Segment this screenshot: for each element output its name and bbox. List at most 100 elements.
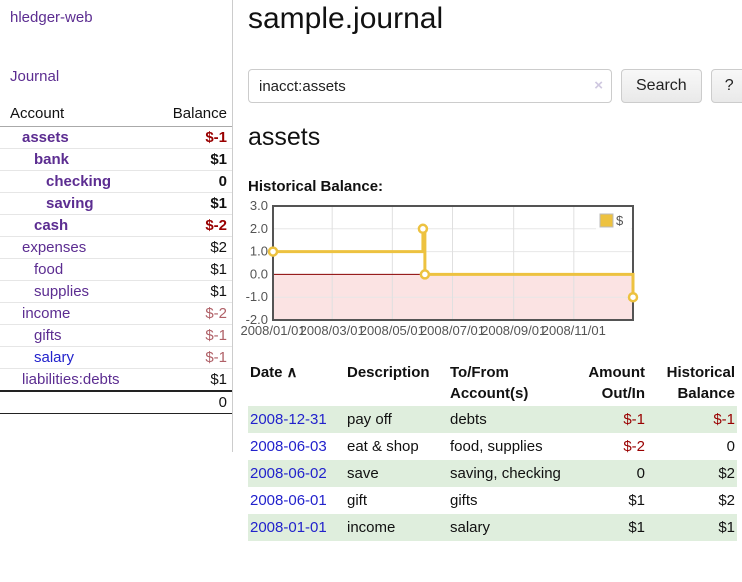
transaction-description: save bbox=[347, 465, 379, 482]
account-heading: assets bbox=[248, 123, 321, 151]
account-balance: $-1 bbox=[205, 327, 227, 344]
transaction-date-link[interactable]: 2008-06-01 bbox=[250, 492, 327, 509]
transaction-accounts: gifts bbox=[450, 492, 478, 509]
transaction-balance: $2 bbox=[718, 465, 735, 482]
transaction-amount: $-1 bbox=[623, 411, 645, 428]
transaction-balance: $2 bbox=[718, 492, 735, 509]
main-content: sample.journal × Search ? assets Histori… bbox=[240, 0, 742, 582]
data-point-marker bbox=[267, 246, 279, 257]
account-link-supplies[interactable]: supplies bbox=[34, 283, 90, 300]
transaction-balance: $-1 bbox=[713, 411, 735, 428]
account-link-salary[interactable]: salary bbox=[34, 349, 75, 366]
transaction-amount: $1 bbox=[628, 519, 645, 536]
search-box: × bbox=[248, 69, 612, 103]
account-balance: $2 bbox=[210, 239, 227, 256]
account-balance: $1 bbox=[210, 261, 227, 278]
account-link-liabilities-debts[interactable]: liabilities:debts bbox=[22, 371, 120, 388]
chart-title: Historical Balance: bbox=[248, 178, 384, 195]
account-row: salary $-1 bbox=[0, 346, 232, 368]
account-link-expenses[interactable]: expenses bbox=[22, 239, 87, 256]
data-point-marker bbox=[419, 269, 431, 280]
brand-link[interactable]: hledger-web bbox=[10, 9, 93, 26]
account-row: expenses $2 bbox=[0, 236, 232, 258]
account-row: income $-2 bbox=[0, 302, 232, 324]
account-balance: $-1 bbox=[205, 349, 227, 366]
transaction-description: income bbox=[347, 519, 396, 536]
transaction-date-link[interactable]: 2008-12-31 bbox=[250, 411, 327, 428]
sidebar: hledger-web Journal Account Balance asse… bbox=[0, 0, 233, 452]
account-link-saving[interactable]: saving bbox=[46, 195, 94, 212]
account-row: checking 0 bbox=[0, 170, 232, 192]
y-axis-tick-label: 2.0 bbox=[250, 221, 268, 236]
help-button[interactable]: ? bbox=[710, 69, 742, 103]
account-balance: $-1 bbox=[205, 129, 227, 146]
transaction-accounts: food, supplies bbox=[450, 438, 543, 455]
transaction-date-link[interactable]: 2008-06-03 bbox=[250, 438, 327, 455]
account-balance: $1 bbox=[210, 283, 227, 300]
x-axis-tick-label: 2008/09/01 bbox=[481, 323, 546, 338]
account-row: assets $-1 bbox=[0, 127, 232, 148]
y-axis-tick-label: -1.0 bbox=[246, 289, 268, 304]
historical-balance-chart: $3.0 2.0 1.0 0.0 -1.0 -2.02008/01/012008/03/0… bbox=[240, 198, 639, 338]
search-bar: × Search ? bbox=[248, 69, 742, 103]
account-row: gifts $-1 bbox=[0, 324, 232, 346]
legend-label: $ bbox=[616, 213, 624, 228]
account-link-food[interactable]: food bbox=[34, 261, 64, 278]
transaction-accounts: debts bbox=[450, 411, 487, 428]
register-row: 2008-06-03 eat & shop food, supplies $-2 0 bbox=[248, 433, 737, 460]
page-title: sample.journal bbox=[248, 2, 444, 35]
account-link-income[interactable]: income bbox=[22, 305, 71, 322]
data-point-marker bbox=[417, 223, 429, 235]
account-row: cash $-2 bbox=[0, 214, 232, 236]
x-axis-tick-label: 2008/03/01 bbox=[300, 323, 365, 338]
transaction-description: gift bbox=[347, 492, 368, 509]
register-row: 2008-06-02 save saving, checking 0 $2 bbox=[248, 460, 737, 487]
transaction-date-link[interactable]: 2008-01-01 bbox=[250, 519, 327, 536]
nav-journal-link[interactable]: Journal bbox=[10, 68, 60, 85]
total-balance: 0 bbox=[218, 394, 227, 411]
description-column-header: Description bbox=[347, 364, 430, 381]
transaction-accounts: saving, checking bbox=[450, 465, 561, 482]
account-tree-total-row: 0 bbox=[0, 390, 232, 414]
account-link-assets[interactable]: assets bbox=[22, 129, 69, 146]
account-link-gifts[interactable]: gifts bbox=[34, 327, 62, 344]
transaction-amount: 0 bbox=[636, 465, 645, 482]
clear-search-icon[interactable]: × bbox=[594, 77, 603, 94]
account-link-cash[interactable]: cash bbox=[34, 217, 69, 234]
account-row: bank $1 bbox=[0, 148, 232, 170]
account-tree-header: Account Balance bbox=[0, 102, 232, 127]
transaction-accounts: salary bbox=[450, 519, 491, 536]
y-axis-tick-label: -2.0 bbox=[246, 312, 268, 327]
transaction-balance: 0 bbox=[726, 438, 735, 455]
transaction-amount: $-2 bbox=[623, 438, 645, 455]
balance-column-header-register: Historical Balance bbox=[666, 364, 735, 402]
transaction-amount: $1 bbox=[628, 492, 645, 509]
account-balance: 0 bbox=[218, 173, 227, 190]
account-balance: $1 bbox=[210, 151, 227, 168]
register-header-row: Date ∧ Description To/From Account(s) Amo… bbox=[248, 360, 737, 406]
sort-ascending-icon: ∧ bbox=[286, 364, 298, 381]
data-point-marker bbox=[627, 291, 639, 303]
chart-plot-border bbox=[272, 205, 634, 321]
account-row: saving $1 bbox=[0, 192, 232, 214]
search-input[interactable] bbox=[248, 69, 612, 103]
account-link-bank[interactable]: bank bbox=[34, 151, 70, 168]
account-row: liabilities:debts $1 bbox=[0, 368, 232, 390]
register-row: 2008-12-31 pay off debts $-1 $-1 bbox=[248, 406, 737, 433]
account-balance: $1 bbox=[210, 195, 227, 212]
account-balance: $1 bbox=[210, 371, 227, 388]
transaction-description: pay off bbox=[347, 411, 392, 428]
amount-column-header: Amount Out/In bbox=[588, 364, 645, 402]
x-axis-tick-label: 2008/11/01 bbox=[542, 323, 606, 338]
transaction-date-link[interactable]: 2008-06-02 bbox=[250, 465, 327, 482]
search-button[interactable]: Search bbox=[621, 69, 702, 103]
x-axis-tick-label: 2008/07/01 bbox=[420, 323, 485, 338]
account-link-checking[interactable]: checking bbox=[46, 173, 112, 190]
register-row: 2008-01-01 income salary $1 $1 bbox=[248, 514, 737, 541]
legend-swatch bbox=[599, 213, 614, 228]
register-table: Date ∧ Description To/From Account(s) Amo… bbox=[248, 360, 737, 541]
account-row: food $1 bbox=[0, 258, 232, 280]
x-axis-tick-label: 2008/01/01 bbox=[240, 323, 305, 338]
account-row: supplies $1 bbox=[0, 280, 232, 302]
date-column-header[interactable]: Date ∧ bbox=[250, 364, 298, 381]
